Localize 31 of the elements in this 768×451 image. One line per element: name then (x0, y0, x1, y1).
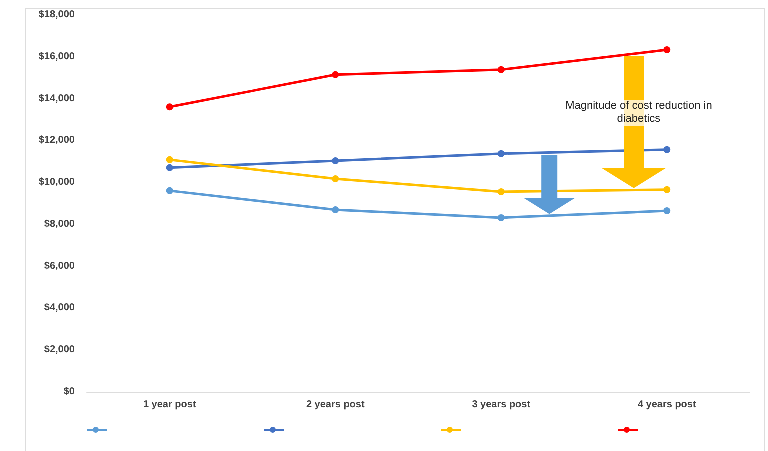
point (166, 187, 174, 194)
point (664, 146, 671, 154)
y-tick-label: $4,000 (44, 302, 76, 314)
point (332, 157, 340, 164)
point (332, 206, 340, 214)
point (332, 71, 340, 78)
annotation: Magnitude of cost reduction in diabetics (564, 100, 714, 126)
point (664, 186, 671, 194)
y-tick-label: $6,000 (44, 260, 76, 272)
point (498, 150, 505, 158)
point (166, 104, 174, 111)
y-tick-label: $0 (64, 386, 76, 398)
point (498, 66, 505, 74)
point (664, 208, 671, 215)
y-tick-label: $18,000 (38, 10, 76, 20)
point (498, 214, 505, 222)
y-tick-label: $10,000 (38, 177, 76, 188)
y-tick-label: $16,000 (38, 51, 76, 62)
point (166, 156, 174, 164)
x-tick-label: 2 years post (306, 400, 366, 410)
point (166, 164, 174, 172)
x-tick-label: 4 years post (638, 400, 697, 410)
y-tick-label: $12,000 (38, 135, 76, 146)
x-tick-label: 1 year post (143, 400, 197, 410)
point (332, 175, 340, 182)
y-tick-label: $8,000 (44, 218, 76, 230)
y-tick-label: $2,000 (44, 344, 76, 356)
point (498, 188, 505, 196)
y-tick-label: $14,000 (38, 93, 76, 104)
point (664, 46, 671, 54)
x-tick-label: 3 years post (472, 400, 532, 410)
